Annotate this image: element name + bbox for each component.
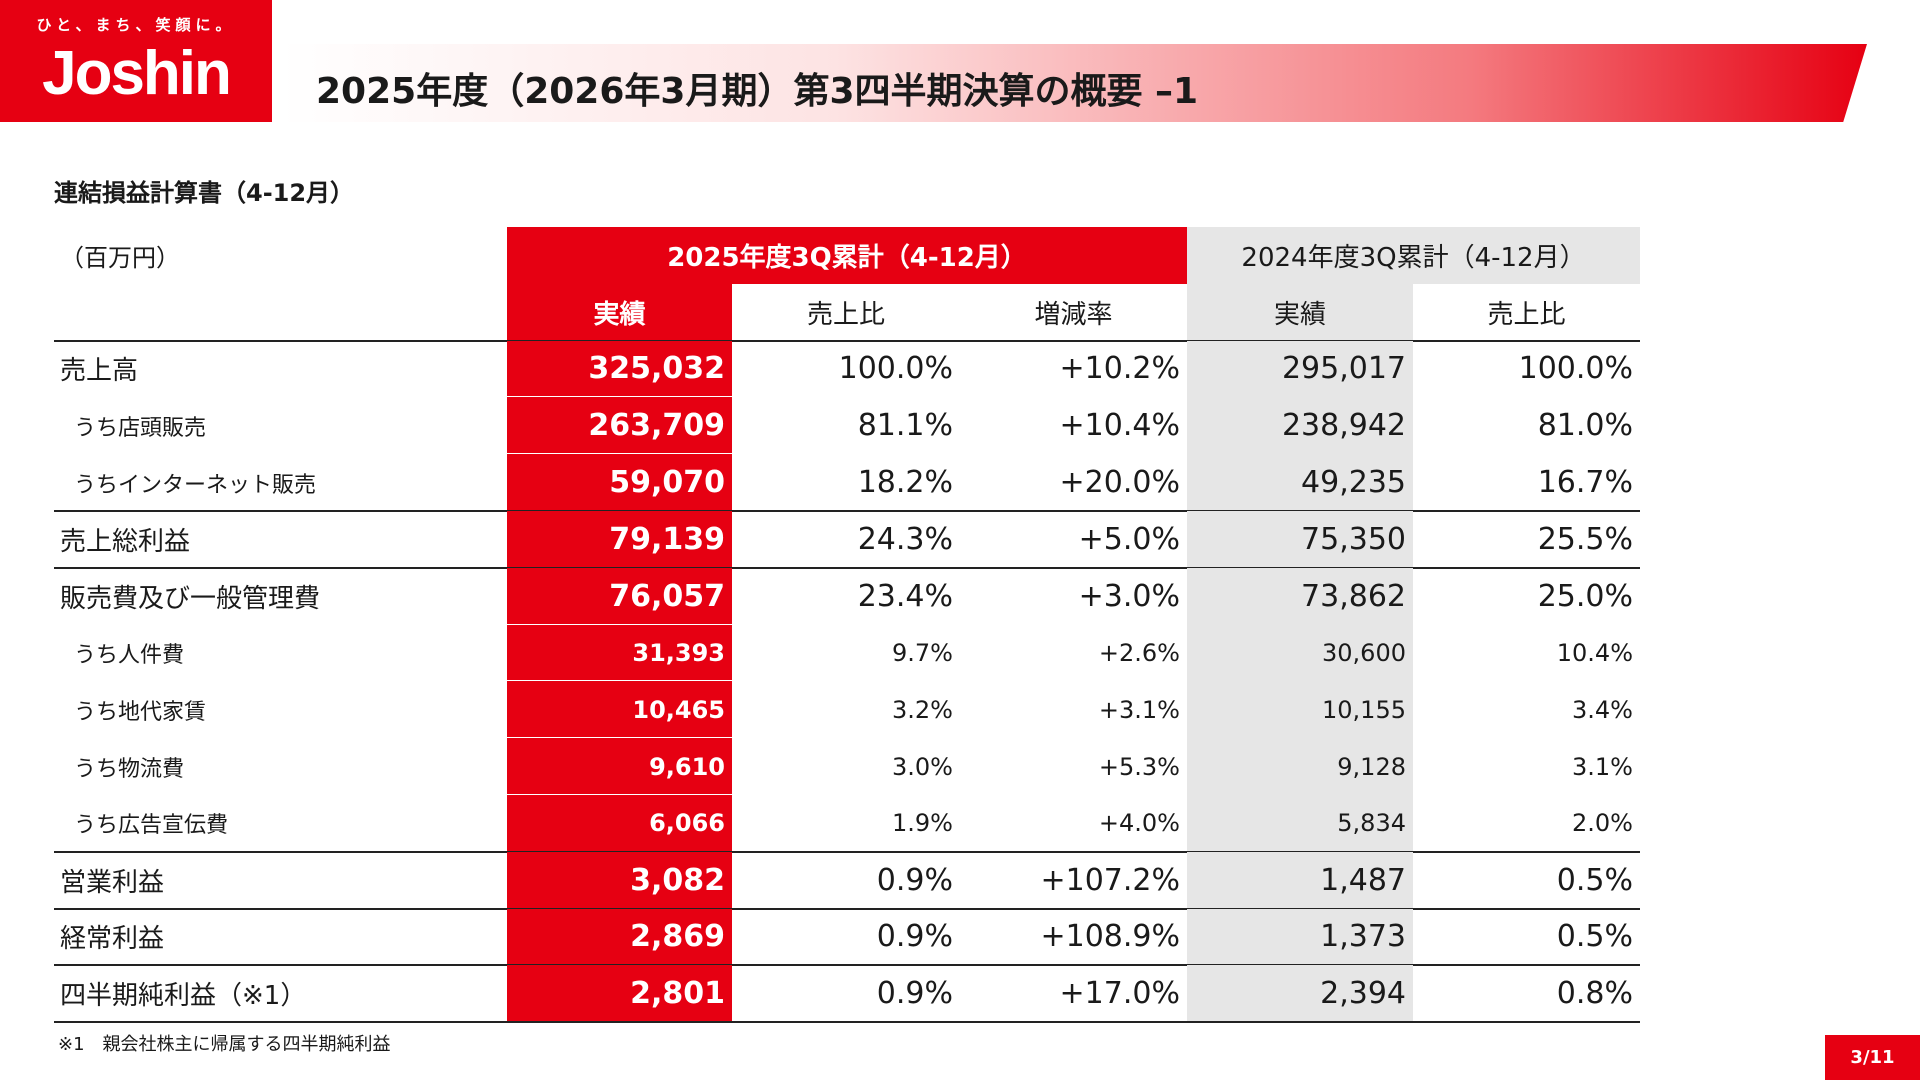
table-cell: 10.4% xyxy=(1556,638,1633,667)
row-border xyxy=(54,907,1640,910)
row-label: 売上高 xyxy=(60,356,139,387)
table-cell: 3.1% xyxy=(1572,752,1633,781)
table-cell: 3.4% xyxy=(1572,695,1633,724)
row-label: 経常利益 xyxy=(60,924,165,955)
table-cell: 0.9% xyxy=(876,919,953,955)
table-cell: 49,235 xyxy=(1187,454,1413,511)
table-cell: +10.2% xyxy=(1059,351,1180,387)
footnote: ※1 親会社株主に帰属する四半期純利益 xyxy=(58,1034,391,1055)
table-cell: 76,057 xyxy=(507,567,732,625)
table-cell: 325,032 xyxy=(507,340,732,398)
table-cell: 75,350 xyxy=(1187,511,1413,568)
group-header: 2025年度3Q累計（4-12月） xyxy=(507,227,1187,284)
table-cell: 2.0% xyxy=(1572,809,1633,838)
table-cell: 25.0% xyxy=(1537,578,1633,614)
row-label: 販売費及び一般管理費 xyxy=(60,583,321,614)
table-cell: 1,373 xyxy=(1187,908,1413,966)
table-cell: 1.9% xyxy=(892,809,953,838)
table-cell: 1,487 xyxy=(1187,851,1413,909)
row-border xyxy=(54,1021,1640,1024)
table-cell: +5.3% xyxy=(1098,752,1180,781)
logo: ひと、まち、笑顔に。 Joshin xyxy=(0,0,272,122)
page-number: 3/11 xyxy=(1825,1035,1920,1080)
table-cell: +3.1% xyxy=(1098,695,1180,724)
table-cell: 25.5% xyxy=(1537,521,1633,557)
row-label: うち物流費 xyxy=(74,756,185,782)
table-cell: +4.0% xyxy=(1098,809,1180,838)
row-border xyxy=(54,566,1640,569)
row-border xyxy=(54,964,1640,967)
table-cell: +3.0% xyxy=(1078,578,1180,614)
table-cell: 0.9% xyxy=(876,862,953,898)
table-cell: 295,017 xyxy=(1187,340,1413,398)
table-cell: 81.1% xyxy=(857,408,953,444)
unit-label: （百万円） xyxy=(60,243,180,272)
table-cell: 73,862 xyxy=(1187,567,1413,625)
row-label: 営業利益 xyxy=(60,867,165,898)
table-cell: 18.2% xyxy=(857,465,953,501)
table-cell: 16.7% xyxy=(1537,465,1633,501)
table-cell: 263,709 xyxy=(507,397,732,455)
column-header: 売上比 xyxy=(806,299,885,330)
column-header: 売上比 xyxy=(1487,299,1566,330)
table-cell: 79,139 xyxy=(507,511,732,568)
table-cell: 100.0% xyxy=(838,351,953,387)
table-cell: 10,155 xyxy=(1187,681,1413,739)
table-cell: 81.0% xyxy=(1537,408,1633,444)
table-cell: +17.0% xyxy=(1059,976,1180,1012)
table-cell: 0.5% xyxy=(1556,862,1633,898)
logo-tagline: ひと、まち、笑顔に。 xyxy=(36,16,236,34)
table-cell: +10.4% xyxy=(1059,408,1180,444)
table-cell: +108.9% xyxy=(1040,919,1180,955)
row-label: 四半期純利益（※1） xyxy=(60,981,307,1012)
group-header: 2024年度3Q累計（4-12月） xyxy=(1187,227,1640,284)
table-cell: +5.0% xyxy=(1078,521,1180,557)
table-cell: 24.3% xyxy=(857,521,953,557)
row-label: うち店頭販売 xyxy=(74,415,207,441)
table-cell: 10,465 xyxy=(507,681,732,739)
table-cell: +107.2% xyxy=(1040,862,1180,898)
row-border xyxy=(54,339,1640,342)
row-label: うち地代家賃 xyxy=(74,699,207,725)
row-label: うち広告宣伝費 xyxy=(74,813,229,839)
table-cell: 0.8% xyxy=(1556,976,1633,1012)
table-cell: +2.6% xyxy=(1098,638,1180,667)
table-cell: 5,834 xyxy=(1187,795,1413,852)
table-cell: 59,070 xyxy=(507,454,732,511)
logo-text: Joshin xyxy=(42,39,232,108)
table-cell: 3,082 xyxy=(507,851,732,909)
row-border xyxy=(54,850,1640,853)
table-cell: 23.4% xyxy=(857,578,953,614)
table-cell: +20.0% xyxy=(1059,465,1180,501)
table-cell: 0.9% xyxy=(876,976,953,1012)
row-label: 売上総利益 xyxy=(60,526,191,557)
table-cell: 9,128 xyxy=(1187,738,1413,795)
row-label: うちインターネット販売 xyxy=(74,472,317,498)
table-cell: 3.2% xyxy=(892,695,953,724)
row-border xyxy=(54,510,1640,512)
table-cell: 31,393 xyxy=(507,624,732,682)
table-cell: 30,600 xyxy=(1187,624,1413,682)
table-cell: 100.0% xyxy=(1518,351,1633,387)
table-cell: 2,869 xyxy=(507,908,732,966)
table-cell: 9,610 xyxy=(507,738,732,795)
table-cell: 2,801 xyxy=(507,965,732,1023)
title-bar xyxy=(282,44,1867,122)
slide-title: 2025年度（2026年3月期）第3四半期決算の概要 –1 xyxy=(316,71,1199,112)
column-header: 実績 xyxy=(507,283,732,341)
table-cell: 9.7% xyxy=(892,638,953,667)
row-label: うち人件費 xyxy=(74,642,185,668)
table-cell: 0.5% xyxy=(1556,919,1633,955)
table-cell: 238,942 xyxy=(1187,397,1413,455)
table-cell: 3.0% xyxy=(892,752,953,781)
column-header: 増減率 xyxy=(1034,299,1113,330)
table-cell: 6,066 xyxy=(507,795,732,852)
column-header: 実績 xyxy=(1187,283,1413,341)
table-title: 連結損益計算書（4-12月） xyxy=(54,179,355,207)
table-cell: 2,394 xyxy=(1187,965,1413,1023)
